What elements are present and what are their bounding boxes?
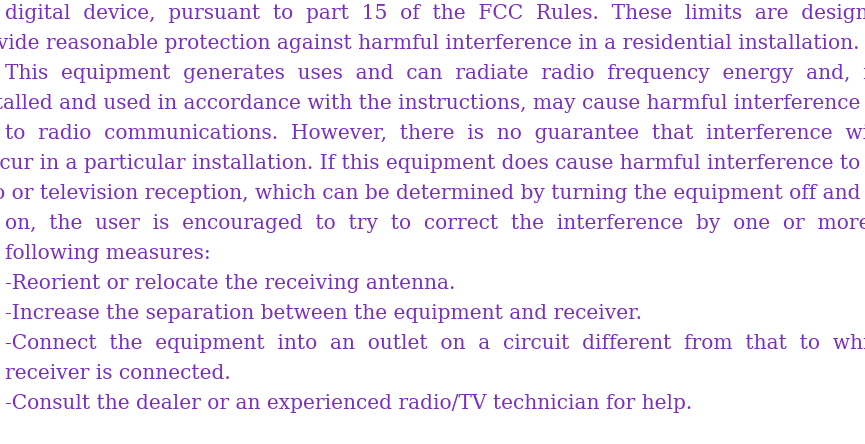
Text: installed and used in accordance with the instructions, may cause harmful interf: installed and used in accordance with th… [0, 94, 860, 113]
Text: -Reorient or relocate the receiving antenna.: -Reorient or relocate the receiving ante… [5, 274, 455, 293]
Text: occur in a particular installation. If this equipment does cause harmful interfe: occur in a particular installation. If t… [0, 154, 860, 173]
Text: receiver is connected.: receiver is connected. [5, 364, 231, 383]
Text: -Consult the dealer or an experienced radio/TV technician for help.: -Consult the dealer or an experienced ra… [5, 394, 692, 413]
Text: provide reasonable protection against harmful interference in a residential inst: provide reasonable protection against ha… [0, 34, 860, 53]
Text: This  equipment  generates  uses  and  can  radiate  radio  frequency  energy  a: This equipment generates uses and can ra… [5, 64, 865, 83]
Text: -Increase the separation between the equipment and receiver.: -Increase the separation between the equ… [5, 304, 642, 323]
Text: to  radio  communications.  However,  there  is  no  guarantee  that  interferen: to radio communications. However, there … [5, 124, 865, 143]
Text: -Connect  the  equipment  into  an  outlet  on  a  circuit  different  from  tha: -Connect the equipment into an outlet on… [5, 334, 865, 353]
Text: digital  device,  pursuant  to  part  15  of  the  FCC  Rules.  These  limits  a: digital device, pursuant to part 15 of t… [5, 4, 865, 23]
Text: on,  the  user  is  encouraged  to  try  to  correct  the  interference  by  one: on, the user is encouraged to try to cor… [5, 214, 865, 233]
Text: following measures:: following measures: [5, 244, 211, 263]
Text: radio or television reception, which can be determined by turning the equipment : radio or television reception, which can… [0, 184, 860, 203]
